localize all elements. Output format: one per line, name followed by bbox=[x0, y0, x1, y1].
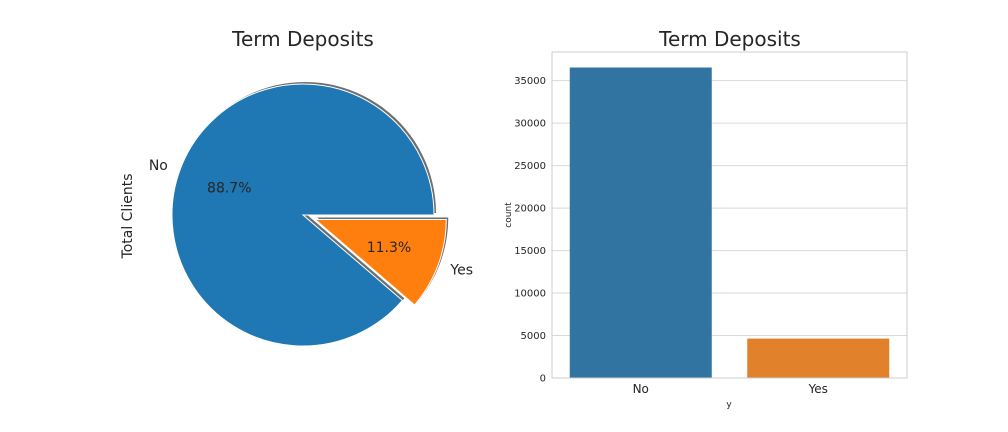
bar-yes bbox=[747, 338, 890, 378]
pie-slice-yes bbox=[313, 219, 447, 306]
bar-ytick-1: 5000 bbox=[521, 331, 546, 342]
bar-xticks: No Yes bbox=[633, 382, 828, 396]
bar-plot-frame bbox=[551, 51, 908, 379]
bar-ytick-6: 30000 bbox=[514, 119, 546, 130]
bar-ytick-4: 20000 bbox=[514, 204, 546, 215]
bar-ylabel: count bbox=[504, 202, 514, 228]
bar-xtick-1: Yes bbox=[808, 382, 828, 396]
bar-ytick-2: 10000 bbox=[514, 289, 546, 300]
pie-ylabel: Total Clients bbox=[120, 174, 136, 260]
bar-ytick-0: 0 bbox=[540, 374, 546, 385]
pie-slice-no bbox=[171, 83, 435, 347]
pie-chart: Term Deposits Total Clients No 88.7% Yes 11… bbox=[120, 27, 473, 347]
bar-bars bbox=[569, 67, 890, 378]
bar-yticks: 0 5000 10000 15000 20000 25000 30000 35000 bbox=[514, 76, 546, 384]
pie-label-0: No bbox=[149, 158, 168, 174]
pie-pct-0: 88.7% bbox=[207, 181, 251, 197]
bar-xlabel: y bbox=[726, 400, 732, 410]
bar-ytick-3: 15000 bbox=[514, 246, 546, 257]
pie-labels: No 88.7% Yes 11.3% bbox=[149, 158, 473, 279]
pie-title: Term Deposits bbox=[231, 27, 374, 51]
bar-xtick-0: No bbox=[633, 382, 649, 396]
bar-ytick-7: 35000 bbox=[514, 76, 546, 87]
bar-no bbox=[569, 67, 712, 378]
pie-pct-1: 11.3% bbox=[367, 240, 411, 256]
pie-slices bbox=[171, 83, 447, 347]
bar-ytick-5: 25000 bbox=[514, 161, 546, 172]
bar-chart: Term Deposits 0 5000 10000 15000 20000 25000 3… bbox=[504, 27, 908, 410]
bar-title: Term Deposits bbox=[658, 27, 801, 51]
pie-label-1: Yes bbox=[449, 263, 473, 279]
